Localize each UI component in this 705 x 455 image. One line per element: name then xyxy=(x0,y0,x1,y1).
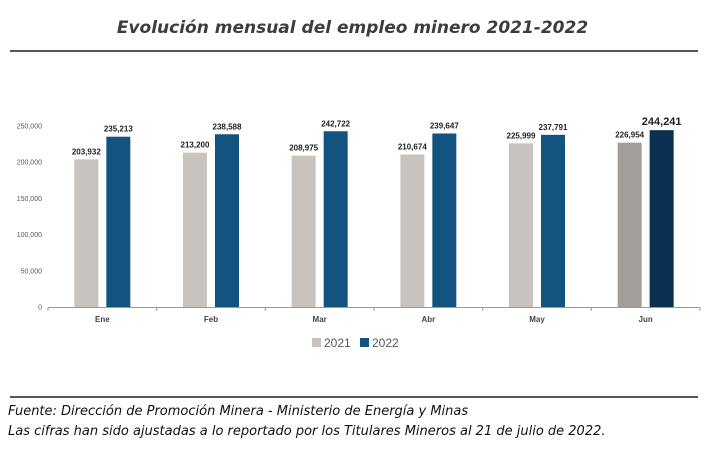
x-tick-label: Feb xyxy=(204,315,218,324)
y-tick-label: 50,000 xyxy=(21,268,43,275)
data-label: 235,213 xyxy=(104,125,133,134)
source-note: Fuente: Dirección de Promoción Minera - … xyxy=(8,404,469,419)
y-tick-label: 250,000 xyxy=(17,124,42,131)
bar-2021-mar xyxy=(291,155,316,307)
bar-2022-mar xyxy=(323,131,348,307)
legend-swatch-2021 xyxy=(312,338,321,347)
bar-2022-ene xyxy=(106,136,131,307)
data-label: 238,588 xyxy=(213,122,242,131)
x-tick-label: Mar xyxy=(313,315,327,324)
data-label: 239,647 xyxy=(430,121,459,130)
bar-2022-feb xyxy=(215,134,239,307)
data-label: 213,200 xyxy=(181,141,210,150)
bottom-divider xyxy=(10,396,698,398)
x-tick-label: May xyxy=(529,315,545,324)
bar-chart: 0 50,000 100,000 150,000 200,000 250,000 Ene Fe… xyxy=(17,116,701,350)
data-label: 210,674 xyxy=(398,142,427,151)
data-label: 203,932 xyxy=(72,147,101,156)
bar-2021-abr xyxy=(400,154,425,307)
x-tick-label: Ene xyxy=(95,315,110,324)
data-label: 226,954 xyxy=(615,131,644,140)
y-tick-label: 100,000 xyxy=(17,232,42,239)
data-label: 237,791 xyxy=(539,123,568,132)
data-label: 242,722 xyxy=(321,119,350,128)
adjustment-note: Las cifras han sido ajustadas a lo repor… xyxy=(8,424,606,439)
bar-2022-abr xyxy=(432,133,457,307)
x-tick-label: Abr xyxy=(421,315,435,324)
chart-bars: 203,932 235,213 213,200 238,588 208,975 242,7… xyxy=(72,116,682,307)
bar-2021-may xyxy=(509,143,533,307)
legend-swatch-2022 xyxy=(360,338,369,347)
legend-label: 2021 xyxy=(324,336,351,350)
bar-2021-jun xyxy=(617,142,642,307)
data-label: 225,999 xyxy=(507,131,536,140)
chart-legend: 2021 2022 xyxy=(312,336,399,350)
legend-label: 2022 xyxy=(372,336,399,350)
top-divider xyxy=(10,50,698,52)
bar-2021-ene xyxy=(74,159,99,307)
y-tick-label: 0 xyxy=(38,305,42,312)
chart-axes: 0 50,000 100,000 150,000 200,000 250,000 Ene Fe… xyxy=(17,124,701,324)
bar-2021-feb xyxy=(183,152,207,307)
bar-2022-jun xyxy=(649,130,674,307)
y-tick-label: 200,000 xyxy=(17,160,42,167)
y-tick-label: 150,000 xyxy=(17,196,42,203)
chart-title: Evolución mensual del empleo minero 2021… xyxy=(116,18,589,38)
x-tick-label: Jun xyxy=(639,315,653,324)
bar-2022-may xyxy=(541,134,565,307)
data-label: 244,241 xyxy=(642,116,682,128)
data-label: 208,975 xyxy=(289,144,318,153)
